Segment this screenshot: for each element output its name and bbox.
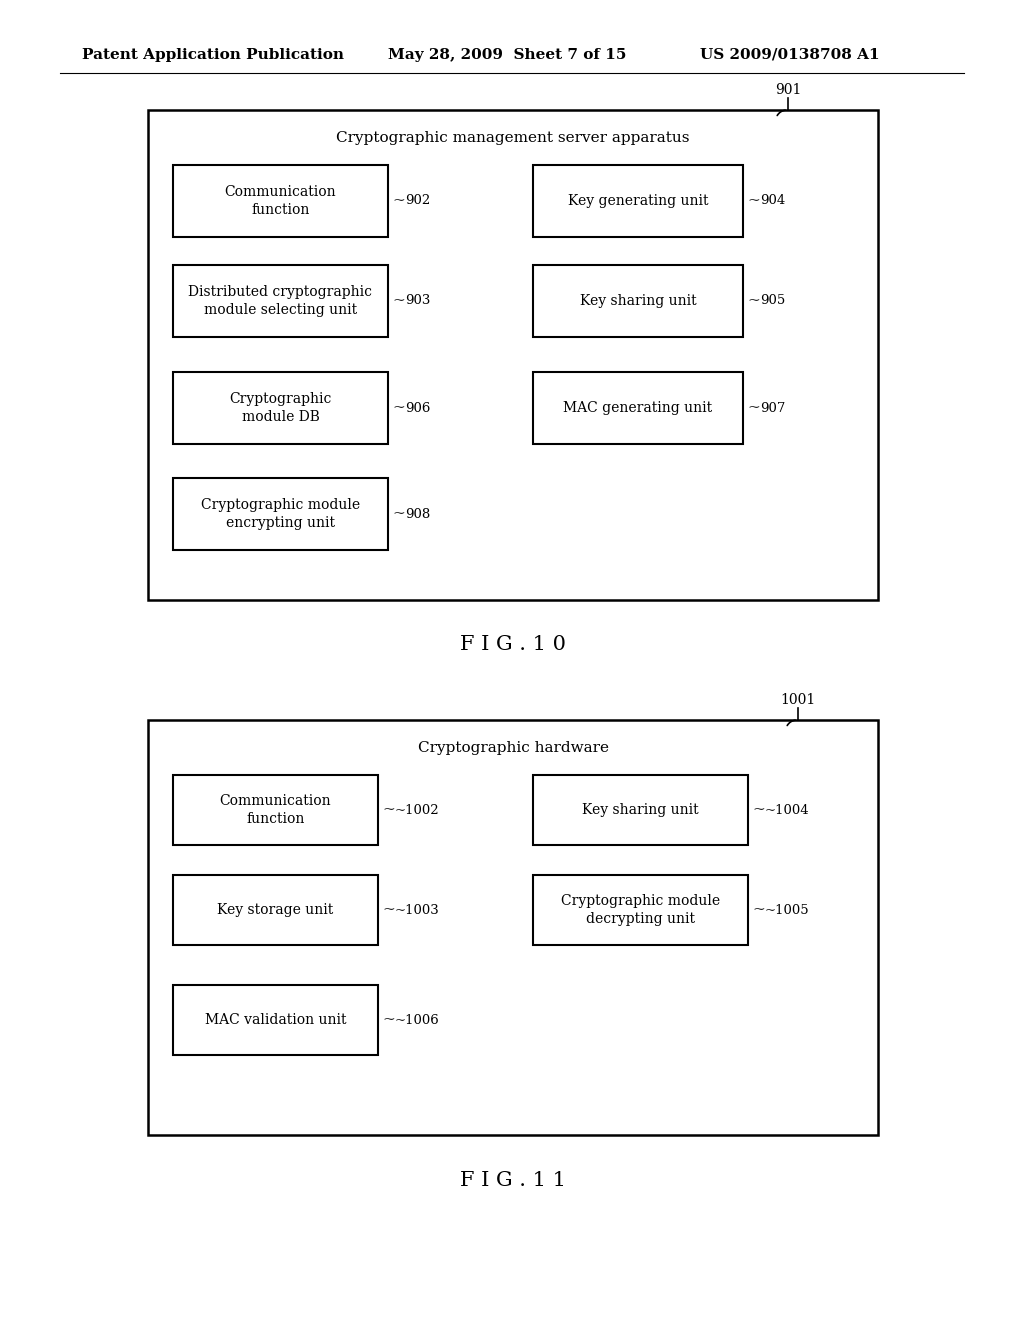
Text: 907: 907	[760, 401, 785, 414]
Bar	[173, 985, 378, 1055]
Bar	[148, 719, 878, 1135]
Text: Key sharing unit: Key sharing unit	[583, 803, 698, 817]
Text: Key sharing unit: Key sharing unit	[580, 294, 696, 308]
Bar	[173, 165, 388, 238]
Text: ~: ~	[392, 507, 404, 521]
Text: Key storage unit: Key storage unit	[217, 903, 334, 917]
Text: 903: 903	[406, 294, 430, 308]
Text: 1001: 1001	[780, 693, 816, 708]
Bar	[173, 775, 378, 845]
Text: May 28, 2009  Sheet 7 of 15: May 28, 2009 Sheet 7 of 15	[388, 48, 627, 62]
Text: ~: ~	[392, 194, 404, 209]
Text: Communication
function: Communication function	[224, 185, 336, 218]
Text: 906: 906	[406, 401, 430, 414]
Text: ~: ~	[752, 803, 765, 817]
Text: ~: ~	[746, 294, 760, 308]
Text: Communication
function: Communication function	[220, 793, 332, 826]
Text: 905: 905	[760, 294, 785, 308]
Bar	[534, 875, 748, 945]
Text: 904: 904	[760, 194, 785, 207]
Text: F I G . 1 0: F I G . 1 0	[460, 635, 566, 655]
Text: 901: 901	[775, 83, 801, 96]
Text: 908: 908	[406, 507, 430, 520]
Bar	[173, 875, 378, 945]
Text: MAC validation unit: MAC validation unit	[205, 1012, 346, 1027]
Text: ~1005: ~1005	[765, 903, 810, 916]
Text: Cryptographic module
encrypting unit: Cryptographic module encrypting unit	[201, 498, 360, 531]
Text: ~1002: ~1002	[395, 804, 439, 817]
Bar	[534, 372, 743, 444]
Bar	[534, 165, 743, 238]
Text: ~: ~	[392, 294, 404, 308]
Bar	[173, 478, 388, 550]
Text: Cryptographic module
decrypting unit: Cryptographic module decrypting unit	[561, 894, 720, 927]
Text: Cryptographic management server apparatus: Cryptographic management server apparatu…	[336, 131, 690, 145]
Text: ~: ~	[382, 803, 394, 817]
Bar	[534, 775, 748, 845]
Bar	[534, 265, 743, 337]
Text: ~: ~	[382, 1012, 394, 1027]
Text: F I G . 1 1: F I G . 1 1	[460, 1171, 566, 1189]
Text: Cryptographic hardware: Cryptographic hardware	[418, 741, 608, 755]
Text: Patent Application Publication: Patent Application Publication	[82, 48, 344, 62]
Text: ~: ~	[752, 903, 765, 917]
Text: Key generating unit: Key generating unit	[567, 194, 709, 209]
Text: Distributed cryptographic
module selecting unit: Distributed cryptographic module selecti…	[188, 285, 373, 317]
Text: US 2009/0138708 A1: US 2009/0138708 A1	[700, 48, 880, 62]
Bar	[173, 265, 388, 337]
Text: ~1006: ~1006	[395, 1014, 439, 1027]
Text: ~1004: ~1004	[765, 804, 810, 817]
Text: ~: ~	[382, 903, 394, 917]
Text: ~: ~	[392, 401, 404, 414]
Text: 902: 902	[406, 194, 430, 207]
Bar	[173, 372, 388, 444]
Text: ~: ~	[746, 194, 760, 209]
Text: ~1003: ~1003	[395, 903, 439, 916]
Text: MAC generating unit: MAC generating unit	[563, 401, 713, 414]
Text: ~: ~	[746, 401, 760, 414]
Text: Cryptographic
module DB: Cryptographic module DB	[229, 392, 332, 424]
Bar	[148, 110, 878, 601]
